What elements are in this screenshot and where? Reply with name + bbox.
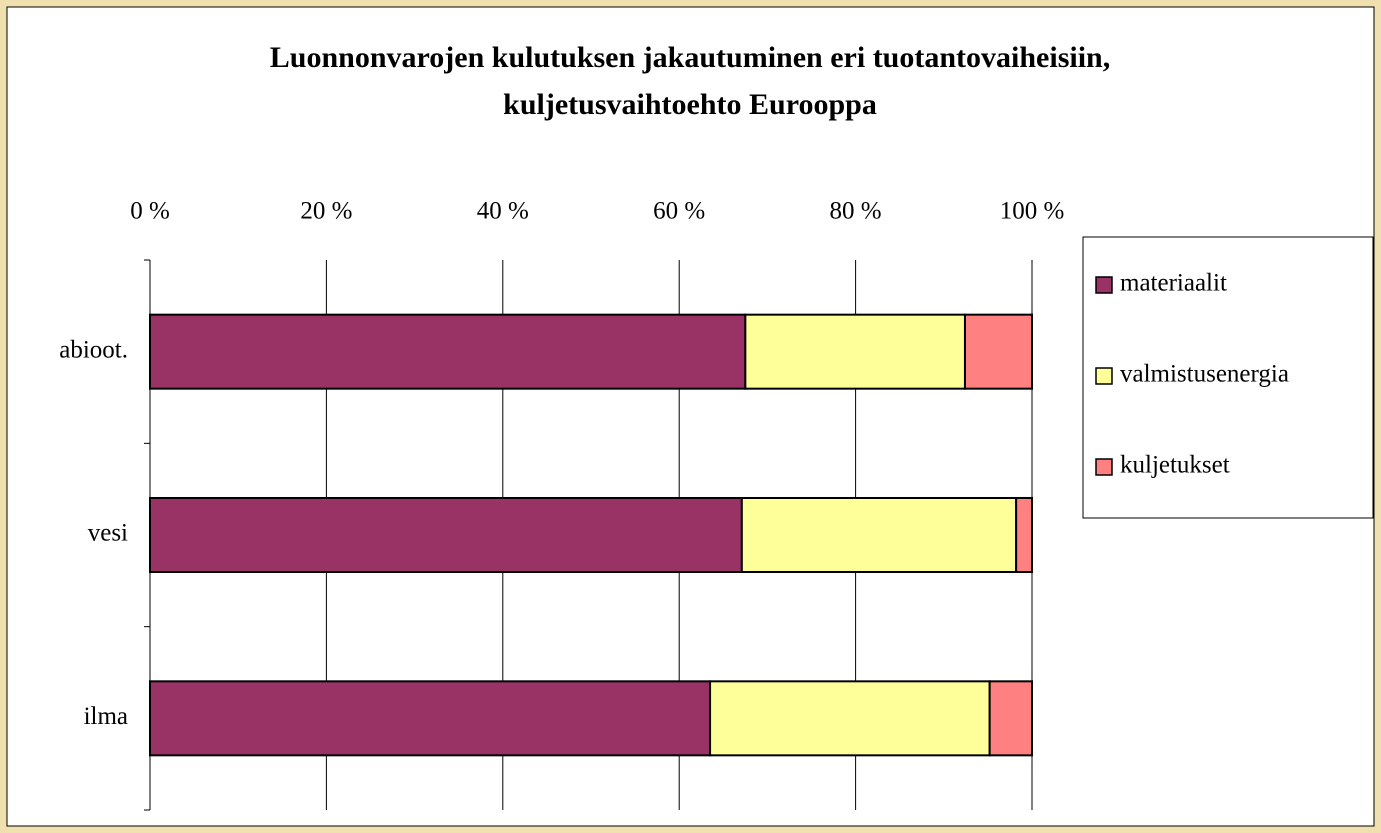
legend-label: valmistusenergia (1120, 361, 1289, 388)
legend-label: materiaalit (1120, 270, 1227, 297)
x-tick-label: 40 % (477, 198, 529, 225)
bar-segment (149, 313, 747, 390)
y-tick-label: ilma (84, 703, 128, 730)
x-tick-label: 20 % (300, 198, 352, 225)
legend-swatch (1095, 367, 1113, 385)
bar-segment (149, 680, 712, 757)
bar-segment (963, 313, 1034, 390)
y-tick-label: vesi (88, 520, 128, 547)
x-tick-label: 60 % (653, 198, 705, 225)
chart-title: Luonnonvarojen kulutuksen jakautuminen e… (270, 41, 1110, 74)
legend-label: kuljetukset (1120, 452, 1230, 479)
x-tick-label: 80 % (830, 198, 882, 225)
legend-box (1082, 236, 1374, 519)
bar-segment (740, 497, 1018, 573)
bar-segment (988, 680, 1033, 757)
bar-segment (149, 497, 743, 573)
legend-swatch (1095, 276, 1113, 294)
bar-segment (744, 313, 966, 390)
y-tick-label: abioot. (59, 336, 128, 363)
x-tick-label: 0 % (130, 198, 170, 225)
x-tick-label: 100 % (1000, 198, 1065, 225)
bar-segment (709, 680, 991, 757)
legend-swatch (1095, 458, 1113, 476)
bar-segment (1015, 497, 1034, 573)
chart-title: kuljetusvaihtoehto Eurooppa (503, 88, 877, 121)
